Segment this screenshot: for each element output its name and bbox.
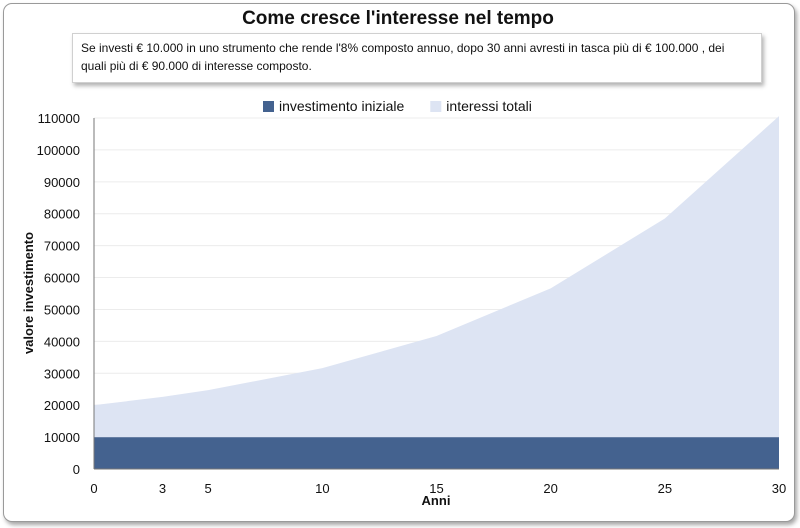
y-tick-label: 30000 xyxy=(44,366,80,381)
chart-axes xyxy=(93,118,779,470)
y-axis-title: valore investimento xyxy=(21,232,36,354)
chart-annotation: Se investi € 10.000 in uno strumento che… xyxy=(72,33,762,83)
y-tick-label: 10000 xyxy=(44,430,80,445)
x-tick-label: 30 xyxy=(772,481,786,496)
y-tick-label: 70000 xyxy=(44,239,80,254)
legend-label: interessi totali xyxy=(446,98,532,114)
x-tick-label: 3 xyxy=(159,481,166,496)
chart-areas xyxy=(94,116,779,469)
legend-swatch xyxy=(263,101,274,112)
y-tick-labels: 0 10000 20000 30000 40000 50000 60000 70000 8000… xyxy=(37,111,80,477)
y-tick-label: 80000 xyxy=(44,207,80,222)
x-tick-label: 5 xyxy=(205,481,212,496)
legend-label: investimento iniziale xyxy=(279,98,404,114)
x-tick-label: 25 xyxy=(658,481,672,496)
x-tick-label: 20 xyxy=(543,481,557,496)
y-tick-label: 90000 xyxy=(44,175,80,190)
y-tick-label: 100000 xyxy=(37,143,80,158)
legend: investimento iniziale interessi totali xyxy=(263,98,532,114)
x-tick-labels: 0 3 5 10 15 20 25 30 xyxy=(90,481,786,496)
y-tick-label: 50000 xyxy=(44,302,80,317)
y-tick-label: 110000 xyxy=(38,111,80,126)
area-series-2 xyxy=(94,116,779,438)
legend-swatch xyxy=(430,101,442,112)
chart-title: Come cresce l'interesse nel tempo xyxy=(242,8,554,29)
x-axis-title: Anni xyxy=(422,493,451,508)
area-series-1 xyxy=(94,437,779,469)
y-tick-label: 0 xyxy=(73,462,80,477)
y-tick-label: 40000 xyxy=(44,334,80,349)
x-tick-label: 10 xyxy=(315,481,329,496)
y-tick-label: 60000 xyxy=(44,271,80,286)
y-tick-label: 20000 xyxy=(44,398,80,413)
x-tick-label: 15 xyxy=(429,481,443,496)
x-tick-label: 0 xyxy=(90,481,97,496)
